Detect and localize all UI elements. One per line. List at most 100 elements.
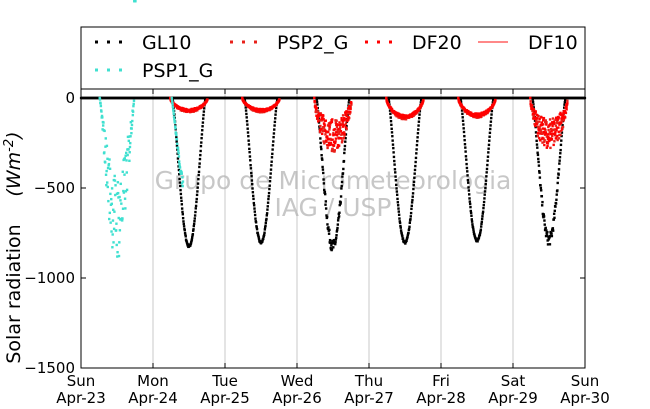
- data-point: [181, 180, 185, 183]
- data-point: [243, 98, 246, 101]
- data-point: [324, 139, 328, 142]
- data-point: [387, 96, 390, 100]
- data-point: [556, 176, 560, 179]
- data-point: [110, 187, 114, 190]
- data-point: [556, 134, 559, 138]
- data-point: [184, 233, 187, 236]
- data-point: [487, 143, 491, 147]
- data-point: [322, 178, 325, 181]
- data-point: [123, 197, 127, 200]
- data-point: [252, 106, 255, 110]
- data-point: [327, 123, 330, 126]
- data-point: [336, 219, 340, 222]
- data-point: [459, 98, 462, 101]
- data-point: [551, 229, 555, 232]
- data-point: [251, 194, 255, 198]
- data-point: [342, 159, 346, 163]
- data-point: [323, 142, 326, 145]
- data-point: [485, 171, 488, 174]
- data-point: [468, 202, 472, 206]
- data-point: [536, 151, 539, 154]
- data-point: [552, 212, 556, 215]
- data-point: [109, 192, 112, 196]
- legend-item-psp1-g: PSP1_G: [95, 60, 213, 82]
- data-point: [562, 119, 565, 122]
- data-point: [131, 119, 134, 123]
- data-point: [534, 131, 538, 134]
- data-point: [334, 121, 338, 125]
- data-point: [191, 236, 194, 239]
- data-point: [191, 229, 195, 232]
- data-point: [531, 98, 534, 101]
- data-point: [490, 113, 493, 116]
- x-tick-label-date: Apr-29: [488, 389, 538, 407]
- data-point: [335, 134, 339, 137]
- data-point: [543, 219, 546, 222]
- data-point: [557, 137, 561, 140]
- data-point: [192, 224, 196, 228]
- data-point: [176, 146, 180, 150]
- data-point: [558, 123, 561, 126]
- data-point: [559, 111, 562, 115]
- data-point: [390, 123, 393, 127]
- data-point: [342, 131, 346, 134]
- data-point: [331, 149, 335, 153]
- data-point: [176, 157, 180, 160]
- data-point: [178, 177, 181, 181]
- data-point: [331, 147, 334, 150]
- data-point: [130, 123, 134, 127]
- data-point: [560, 139, 563, 142]
- data-point: [329, 141, 333, 145]
- data-point: [180, 172, 183, 175]
- data-point: [345, 127, 348, 131]
- data-point: [128, 159, 131, 163]
- data-point: [250, 174, 253, 178]
- data-point: [100, 114, 104, 118]
- data-point: [535, 122, 538, 126]
- data-point: [173, 121, 177, 124]
- data-point: [264, 219, 268, 222]
- data-point: [463, 134, 466, 138]
- x-tick-label-date: Apr-30: [560, 389, 610, 407]
- data-point: [330, 120, 334, 124]
- data-point: [323, 122, 326, 126]
- data-point: [393, 159, 396, 163]
- data-point: [123, 157, 126, 160]
- data-point: [345, 111, 349, 115]
- data-point: [340, 141, 344, 144]
- data-point: [117, 254, 121, 258]
- data-point: [391, 139, 394, 142]
- data-point: [463, 143, 467, 146]
- data-point: [107, 199, 110, 203]
- data-point: [487, 151, 490, 154]
- data-point: [392, 155, 396, 159]
- data-point: [486, 155, 490, 158]
- data-point: [391, 134, 394, 138]
- data-point: [124, 154, 127, 157]
- data-point: [555, 193, 558, 196]
- data-point: [532, 103, 535, 106]
- data-point: [201, 121, 205, 124]
- data-point: [327, 144, 330, 147]
- data-point: [409, 218, 412, 221]
- data-point: [98, 96, 101, 100]
- data-point: [472, 114, 475, 117]
- data-point: [201, 129, 204, 132]
- data-point: [349, 110, 352, 114]
- data-point: [124, 190, 128, 193]
- legend-swatch: [119, 40, 122, 44]
- data-point: [417, 124, 420, 127]
- x-tick-label-day: Sun: [67, 372, 96, 390]
- legend-swatch: [119, 68, 122, 72]
- data-point: [243, 96, 246, 100]
- data-point: [467, 109, 470, 113]
- data-point: [272, 135, 275, 139]
- data-point: [482, 206, 485, 210]
- data-point: [316, 103, 319, 106]
- data-point: [322, 126, 326, 129]
- data-point: [273, 120, 277, 124]
- data-point: [471, 226, 475, 229]
- data-point: [545, 234, 549, 237]
- data-point: [465, 166, 469, 170]
- data-point: [394, 175, 397, 178]
